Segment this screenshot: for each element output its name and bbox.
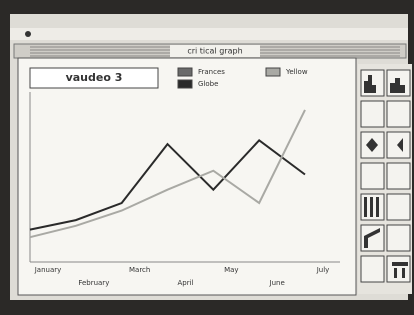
legend-label: Frances [198, 68, 225, 76]
x-tick-label: April [178, 279, 194, 287]
x-tick-label: February [78, 279, 109, 287]
legend-label: Yellow [285, 68, 308, 76]
legend-label: Globe [198, 80, 218, 88]
legend-swatch [266, 68, 280, 76]
x-tick-label: January [34, 266, 62, 274]
chart-window [18, 58, 356, 295]
chart-title: vaudeo 3 [66, 71, 123, 84]
page: cri tical graph vaudeo 3 January February… [0, 0, 414, 315]
x-tick-label: March [129, 266, 150, 274]
screen: cri tical graph vaudeo 3 January February… [0, 0, 414, 315]
legend-swatch [178, 68, 192, 76]
apple-menu[interactable] [25, 31, 31, 37]
x-tick-label: July [316, 266, 330, 274]
x-tick-label: May [224, 266, 238, 274]
legend-swatch [178, 80, 192, 88]
x-tick-label: June [269, 279, 285, 287]
window-title: cri tical graph [187, 47, 242, 56]
menu-bar [10, 28, 408, 40]
